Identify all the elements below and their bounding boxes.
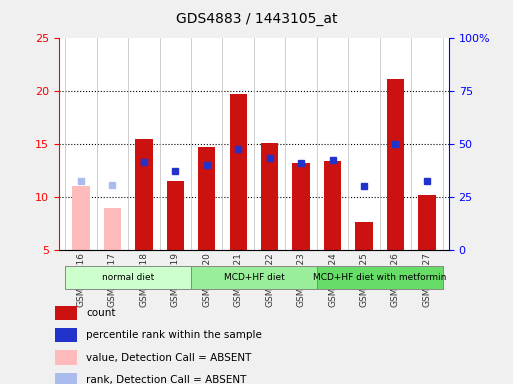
- Bar: [387, 79, 404, 250]
- Text: normal diet: normal diet: [102, 273, 154, 282]
- Bar: [72, 186, 90, 250]
- Bar: [54, 328, 77, 343]
- Bar: [198, 147, 215, 250]
- Bar: [167, 181, 184, 250]
- Text: MCD+HF diet: MCD+HF diet: [224, 273, 284, 282]
- Bar: [324, 161, 341, 250]
- Bar: [191, 266, 317, 289]
- Bar: [229, 94, 247, 250]
- Text: MCD+HF diet with metformin: MCD+HF diet with metformin: [313, 273, 446, 282]
- Text: count: count: [86, 308, 116, 318]
- Bar: [54, 351, 77, 364]
- Text: percentile rank within the sample: percentile rank within the sample: [86, 330, 262, 341]
- Bar: [356, 222, 372, 250]
- Bar: [317, 266, 443, 289]
- Bar: [65, 266, 191, 289]
- Bar: [54, 306, 77, 320]
- Bar: [292, 163, 310, 250]
- Text: value, Detection Call = ABSENT: value, Detection Call = ABSENT: [86, 353, 251, 362]
- Bar: [135, 139, 152, 250]
- Bar: [261, 143, 278, 250]
- Text: rank, Detection Call = ABSENT: rank, Detection Call = ABSENT: [86, 374, 247, 384]
- Bar: [54, 372, 77, 384]
- Bar: [418, 195, 436, 250]
- Text: GDS4883 / 1443105_at: GDS4883 / 1443105_at: [176, 12, 337, 25]
- Bar: [104, 209, 121, 250]
